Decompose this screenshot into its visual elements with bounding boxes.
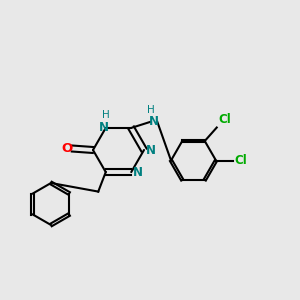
Text: N: N: [149, 116, 159, 128]
Text: Cl: Cl: [218, 113, 231, 126]
Text: H: H: [148, 105, 155, 115]
Text: N: N: [133, 166, 143, 178]
Text: H: H: [102, 110, 110, 120]
Text: N: N: [146, 143, 155, 157]
Text: Cl: Cl: [234, 154, 247, 167]
Text: N: N: [99, 122, 109, 134]
Text: O: O: [61, 142, 72, 155]
